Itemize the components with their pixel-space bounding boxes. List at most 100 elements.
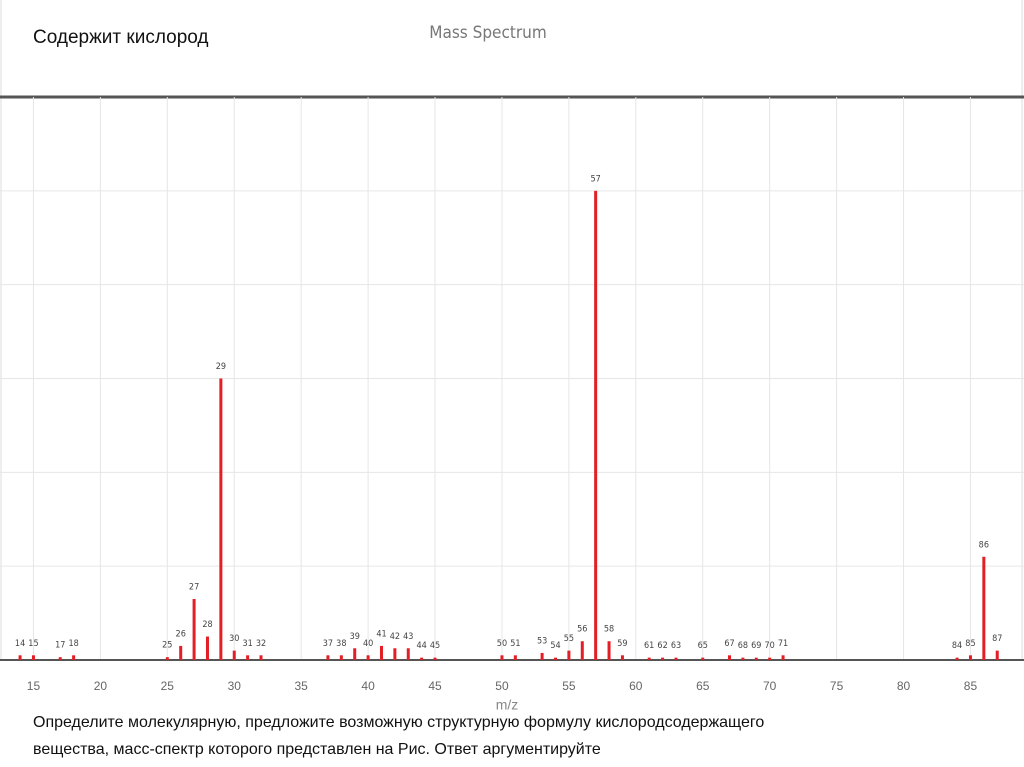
bar xyxy=(741,657,745,660)
caption-line: Определите молекулярную, предложите возм… xyxy=(33,714,764,731)
peak-label: 63 xyxy=(671,641,681,651)
bar xyxy=(366,655,370,660)
bar xyxy=(246,655,250,660)
peak-label: 69 xyxy=(751,641,761,651)
peak-label: 65 xyxy=(698,641,708,651)
bar xyxy=(647,657,651,660)
bar xyxy=(179,645,183,660)
bar xyxy=(326,655,330,660)
bar xyxy=(754,657,758,660)
heading: Содержит кислород xyxy=(33,27,209,48)
x-tick-label: 65 xyxy=(696,679,710,693)
peak-label: 53 xyxy=(537,636,547,646)
peak-label: 86 xyxy=(979,540,989,550)
peak-label: 85 xyxy=(965,639,975,649)
x-tick-label: 80 xyxy=(897,679,911,693)
bar xyxy=(58,657,62,660)
bar xyxy=(393,648,397,660)
peak-label: 28 xyxy=(202,620,212,630)
peak-label: 57 xyxy=(591,174,601,184)
bar xyxy=(205,636,209,660)
bar xyxy=(674,657,678,660)
peak-label: 15 xyxy=(28,639,38,649)
x-tick-label: 20 xyxy=(94,679,108,693)
x-tick-label: 15 xyxy=(27,679,41,693)
x-tick-label: 55 xyxy=(562,679,576,693)
peak-label: 37 xyxy=(323,639,333,649)
bar xyxy=(781,655,785,660)
bar xyxy=(540,652,544,660)
x-tick-label: 75 xyxy=(830,679,844,693)
caption-line: вещества, масс-спектр которого представл… xyxy=(33,741,601,758)
peak-label: 29 xyxy=(216,362,226,372)
bar xyxy=(554,657,558,660)
bar xyxy=(232,650,236,660)
bar xyxy=(420,657,424,660)
bar xyxy=(620,655,624,660)
x-tick-label: 30 xyxy=(228,679,242,693)
bar xyxy=(165,657,169,660)
peak-label: 25 xyxy=(162,641,172,651)
bar xyxy=(701,657,705,660)
bar xyxy=(192,599,196,660)
peak-label: 31 xyxy=(242,639,252,649)
bar xyxy=(768,657,772,660)
peak-label: 40 xyxy=(363,639,373,649)
peak-label: 87 xyxy=(992,634,1002,644)
bar xyxy=(594,190,598,661)
x-tick-label: 70 xyxy=(763,679,777,693)
peak-label: 61 xyxy=(644,641,654,651)
peak-label: 26 xyxy=(176,629,186,639)
bar xyxy=(513,655,517,660)
x-tick-label: 40 xyxy=(361,679,375,693)
peak-label: 62 xyxy=(657,641,667,651)
peak-label: 45 xyxy=(430,641,440,651)
x-tick-label: 35 xyxy=(294,679,308,693)
x-tick-label: 45 xyxy=(428,679,442,693)
x-tick-label: 85 xyxy=(964,679,978,693)
peak-label: 39 xyxy=(350,632,360,642)
bar xyxy=(406,648,410,660)
peak-label: 55 xyxy=(564,634,574,644)
x-tick-label: 25 xyxy=(161,679,175,693)
bar xyxy=(567,650,571,660)
peak-label: 18 xyxy=(68,639,78,649)
peak-label: 68 xyxy=(738,641,748,651)
peak-label: 27 xyxy=(189,583,199,593)
peak-label: 50 xyxy=(497,639,507,649)
peak-label: 38 xyxy=(336,639,346,649)
bar xyxy=(661,657,665,660)
x-tick-label: 50 xyxy=(495,679,509,693)
bar xyxy=(31,655,35,660)
bar xyxy=(433,657,437,660)
bar xyxy=(607,641,611,660)
bar xyxy=(219,378,223,660)
bar xyxy=(968,655,972,660)
chart-title: Mass Spectrum xyxy=(429,23,546,43)
peak-label: 44 xyxy=(416,641,426,651)
peak-label: 59 xyxy=(617,639,627,649)
bar xyxy=(339,655,343,660)
bar xyxy=(18,655,22,660)
peak-label: 30 xyxy=(229,634,239,644)
peak-label: 58 xyxy=(604,625,614,635)
bar xyxy=(995,650,999,660)
bar xyxy=(379,645,383,660)
peak-label: 43 xyxy=(403,632,413,642)
peak-label: 14 xyxy=(15,639,25,649)
x-axis-label: m/z xyxy=(496,697,519,713)
x-tick-label: 60 xyxy=(629,679,643,693)
peak-label: 41 xyxy=(376,629,386,639)
bar xyxy=(728,655,732,660)
peak-label: 56 xyxy=(577,625,587,635)
peak-label: 84 xyxy=(952,641,962,651)
peak-label: 17 xyxy=(55,641,65,651)
peak-label: 54 xyxy=(550,641,560,651)
bar xyxy=(500,655,504,660)
peak-label: 32 xyxy=(256,639,266,649)
peak-label: 70 xyxy=(765,641,775,651)
peak-label: 67 xyxy=(724,639,734,649)
peak-label: 71 xyxy=(778,639,788,649)
bar xyxy=(72,655,76,660)
